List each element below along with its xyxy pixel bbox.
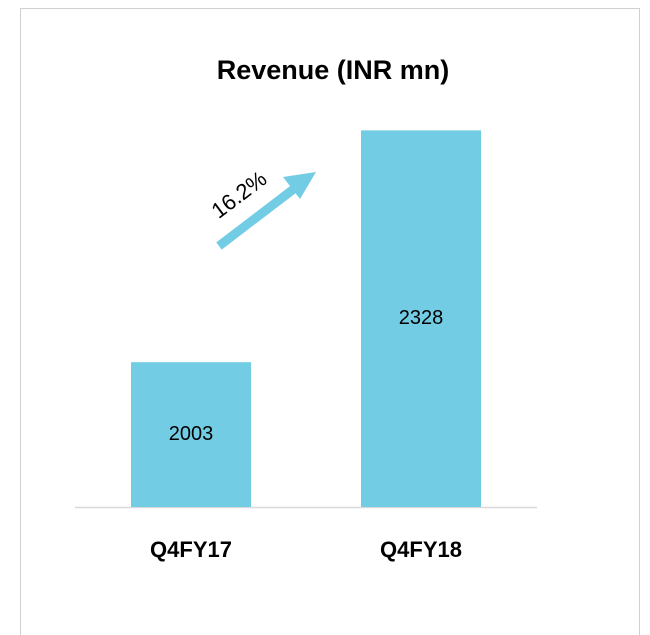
x-tick-label: Q4FY18 xyxy=(380,537,462,562)
x-tick-label: Q4FY17 xyxy=(150,537,232,562)
data-label: 2003 xyxy=(169,423,214,445)
arrow-shaft xyxy=(216,184,298,250)
chart-title: Revenue (INR mn) xyxy=(217,55,450,85)
bar xyxy=(131,362,251,507)
growth-arrow xyxy=(216,172,316,250)
chart-border xyxy=(20,8,640,635)
data-label: 2328 xyxy=(399,307,444,329)
bar xyxy=(361,130,481,508)
arrow-head xyxy=(283,172,316,199)
